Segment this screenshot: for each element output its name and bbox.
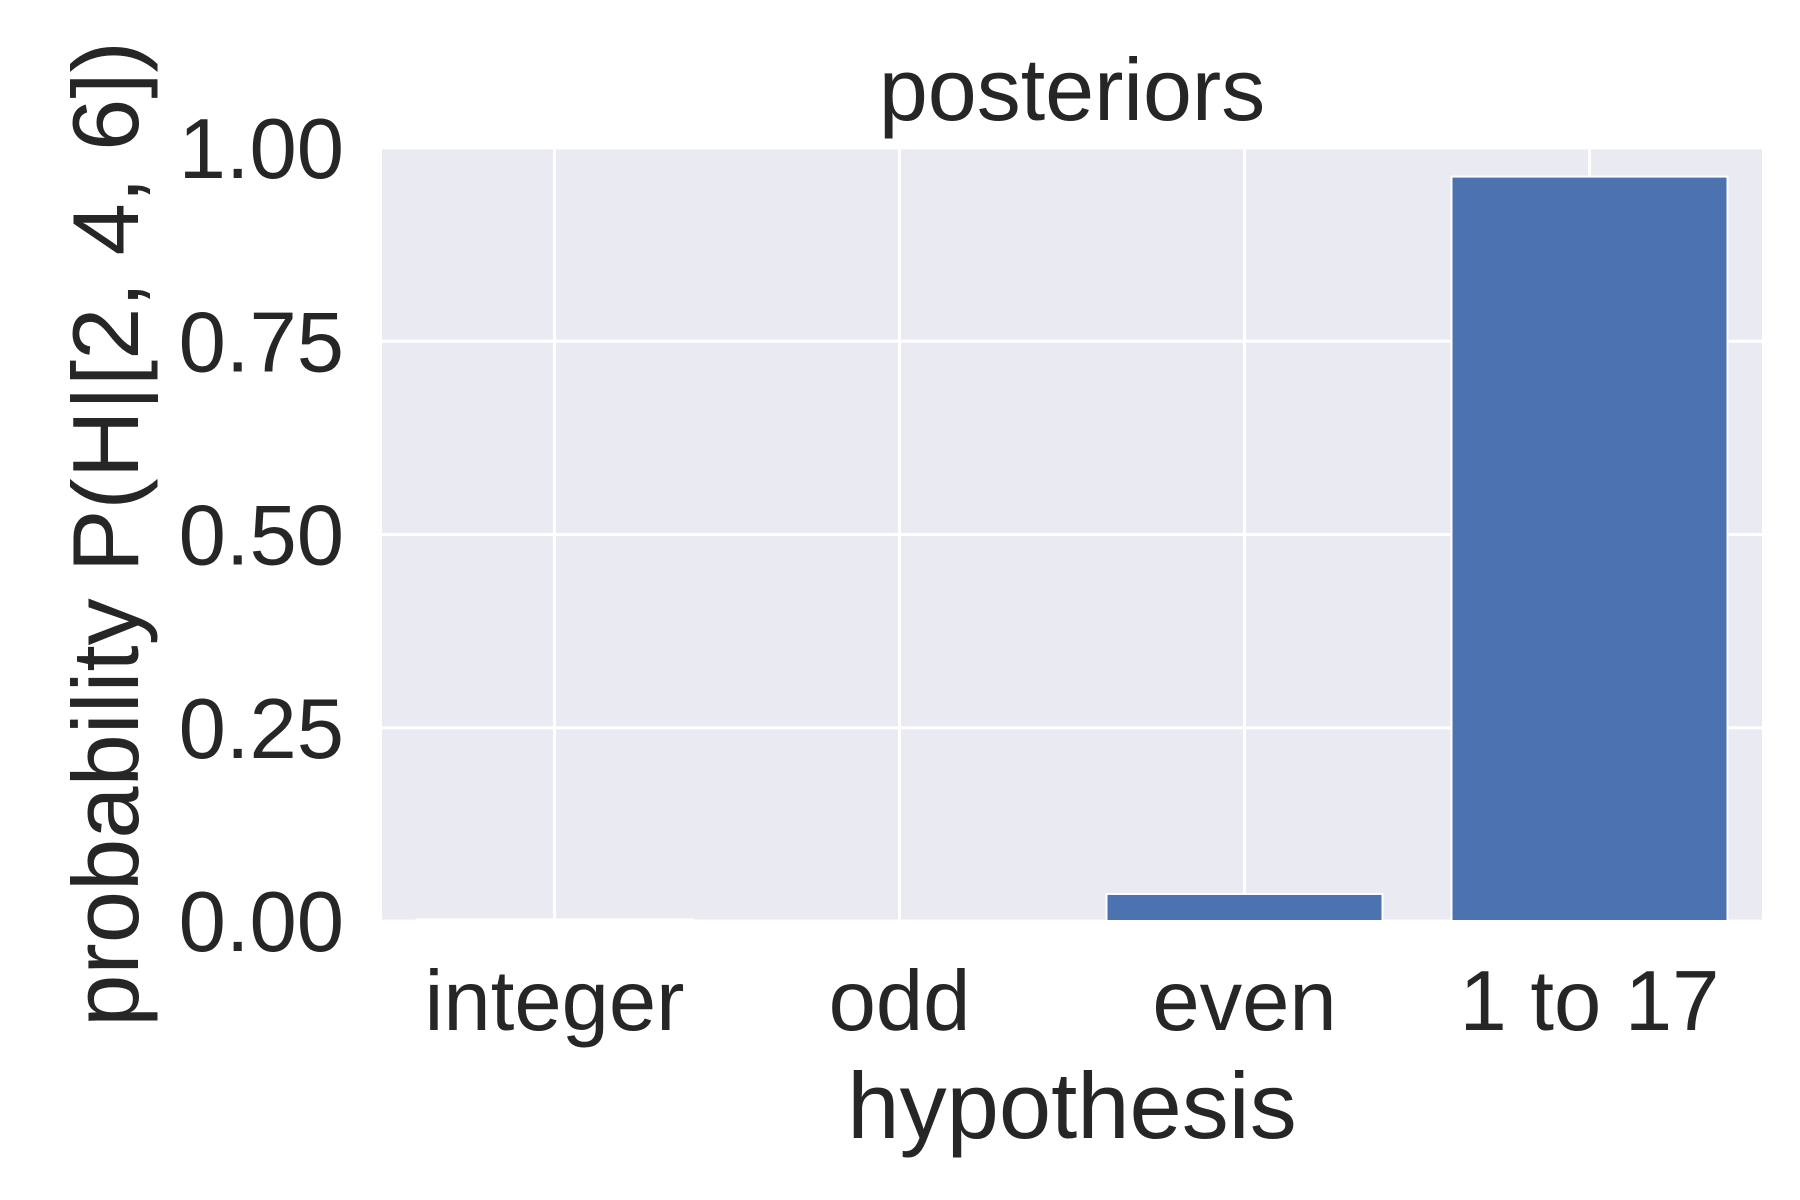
x-axis-tick-labels: integer odd even 1 to 17 xyxy=(425,954,1720,1049)
bar-series xyxy=(415,175,1729,923)
y-tick-label: 1.00 xyxy=(179,102,344,197)
x-axis-label: hypothesis xyxy=(847,1053,1296,1158)
y-axis-label: probability P(H|[2, 4, 6]) xyxy=(53,41,158,1027)
bar-1-to-17 xyxy=(1450,175,1729,922)
y-tick-label: 0.00 xyxy=(179,875,344,970)
y-axis-tick-labels: 0.00 0.25 0.50 0.75 1.00 xyxy=(179,102,344,970)
y-tick-label: 0.25 xyxy=(179,682,344,777)
x-tick-label: even xyxy=(1152,954,1336,1049)
y-tick-label: 0.50 xyxy=(179,489,344,584)
y-tick-label: 0.75 xyxy=(179,295,344,390)
x-tick-label: odd xyxy=(829,954,971,1049)
bar-even xyxy=(1105,892,1384,923)
x-tick-label: 1 to 17 xyxy=(1460,954,1720,1049)
x-tick-label: integer xyxy=(425,954,685,1049)
chart-title: posteriors xyxy=(879,40,1265,139)
bar-integer xyxy=(415,918,694,922)
